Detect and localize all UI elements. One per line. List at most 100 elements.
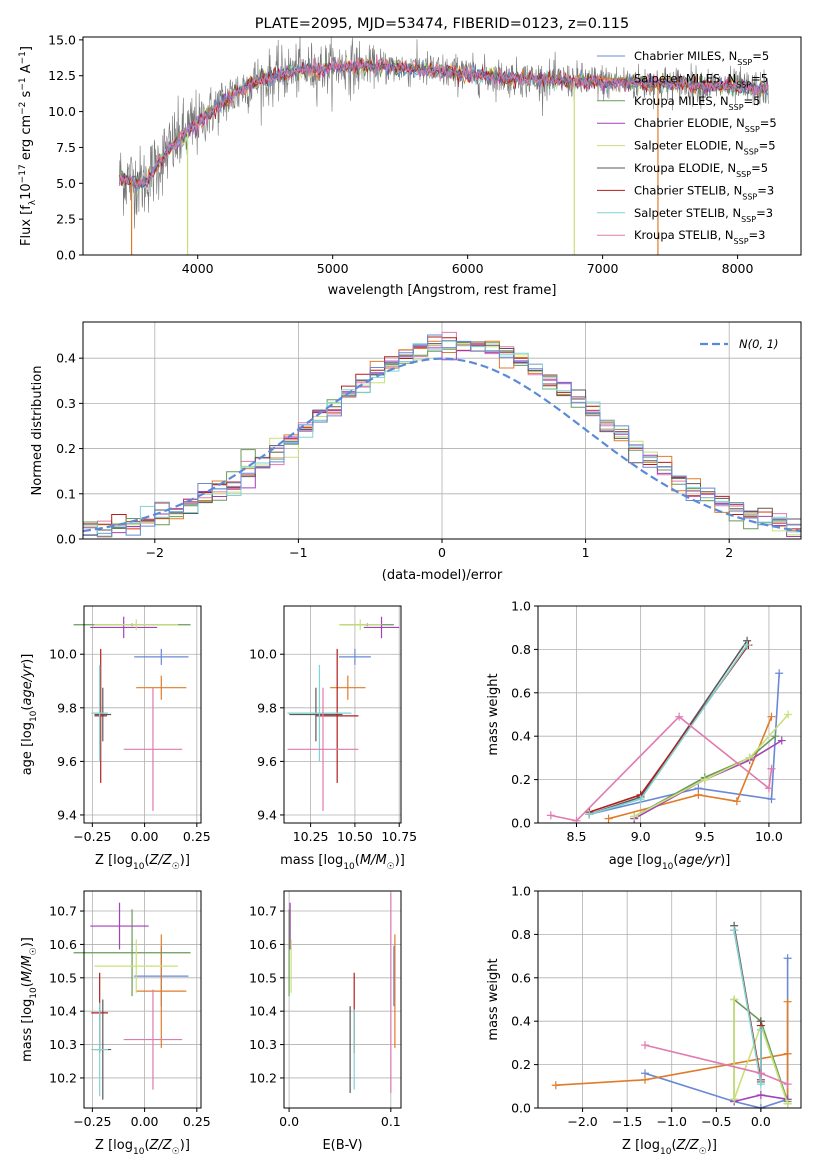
weight-marker xyxy=(771,732,780,741)
weight-marker xyxy=(756,1090,765,1099)
errorbar-point xyxy=(91,664,109,762)
y-tick-label: 0.4 xyxy=(511,1014,531,1029)
weight-marker xyxy=(730,995,739,1004)
weight-line xyxy=(733,999,789,1104)
label-part: log xyxy=(20,722,35,742)
weight-marker xyxy=(767,712,776,721)
legend-text: =3 xyxy=(749,228,766,242)
y-axis-label: Flux [fλ10−17 erg cm−2 s−1 A−1] xyxy=(18,46,38,246)
y-tick-label: 10.0 xyxy=(249,647,277,662)
y-tick-label: 0.1 xyxy=(56,486,76,501)
x-tick-label: 0.0 xyxy=(279,1114,299,1129)
x-axis-label: Z [log10(Z/Z☉)] xyxy=(95,1138,190,1157)
plot-area xyxy=(551,921,792,1112)
y-tick-label: 2.5 xyxy=(56,212,76,227)
weight-marker xyxy=(775,669,784,678)
legend-sub: SSP xyxy=(734,237,749,246)
label-part: )] xyxy=(395,853,405,868)
plot-area xyxy=(287,616,400,811)
label-part: Z [ xyxy=(622,1138,640,1153)
errorbar-point xyxy=(123,687,183,811)
y-axis-label: mass weight xyxy=(486,958,501,1040)
weight-line xyxy=(589,673,780,816)
weight-marker xyxy=(783,1049,792,1058)
label-part: ☉ xyxy=(172,862,180,872)
y-tick-label: 10.2 xyxy=(249,1070,277,1085)
weight-marker xyxy=(730,926,739,935)
weight-line xyxy=(633,735,776,818)
label-part: 10 xyxy=(133,862,145,872)
legend-text: Salpeter ELODIE, N xyxy=(634,139,744,153)
axes-frame xyxy=(537,890,802,1109)
chart-title: PLATE=2095, MJD=53474, FIBERID=0123, z=0… xyxy=(255,16,629,32)
errorbar-points xyxy=(287,616,400,811)
y-tick-label: 0.8 xyxy=(511,642,531,657)
legend-entry: Chabrier ELODIE, NSSP=5 xyxy=(634,116,777,134)
legend-sub: SSP xyxy=(742,192,757,201)
label-part: 10 xyxy=(29,710,39,722)
label-part: 10 xyxy=(660,1147,672,1157)
errorbar-point xyxy=(338,619,382,631)
weight-marker xyxy=(783,1080,792,1089)
errorbar-point xyxy=(90,902,149,950)
weight-line xyxy=(633,739,783,820)
label-part: ( xyxy=(20,706,35,711)
x-tick-label: 2 xyxy=(725,545,733,560)
label-part: Flux [f xyxy=(19,205,34,246)
model-spectrum-line xyxy=(119,58,769,189)
x-tick-label: 0.00 xyxy=(131,829,159,844)
legend-sub: SSP xyxy=(729,102,744,111)
x-axis-label: age [log10(age/yr)] xyxy=(609,853,731,872)
weight-marker xyxy=(636,795,645,804)
y-tick-label: 0.6 xyxy=(511,970,531,985)
y-tick-label: 9.8 xyxy=(57,700,77,715)
y-tick-label: 15.0 xyxy=(48,32,76,47)
y-tick-label: 10.4 xyxy=(249,1004,277,1019)
y-tick-label: 1.0 xyxy=(511,884,531,899)
y-tick-label: 10.0 xyxy=(48,104,76,119)
y-tick-label: 10.5 xyxy=(49,970,77,985)
axes-frame xyxy=(283,890,402,1109)
x-tick-label: 10.0 xyxy=(755,829,783,844)
legend-text: Salpeter MILES, N xyxy=(634,71,736,85)
plot-area xyxy=(73,616,191,811)
label-part: s xyxy=(19,90,34,101)
label-part: 10 xyxy=(662,862,674,872)
y-tick-label: 0.0 xyxy=(511,816,531,831)
x-tick-label: 10.50 xyxy=(337,829,373,844)
errorbar-point xyxy=(287,664,352,762)
y-tick-label: 0.4 xyxy=(56,351,76,366)
weight-marker xyxy=(764,784,773,793)
y-tick-label: 0.2 xyxy=(511,772,531,787)
legend-entry: N(0, 1) xyxy=(739,337,779,351)
label-part: log xyxy=(323,853,343,868)
x-tick-label: −2.0 xyxy=(567,1114,597,1129)
legend-entry: Salpeter MILES, NSSP=5 xyxy=(634,71,768,89)
weight-marker xyxy=(784,710,793,719)
legend-text: Kroupa ELODIE, N xyxy=(634,161,736,175)
errorbar-point xyxy=(94,648,107,783)
x-tick-label: 8.5 xyxy=(567,829,587,844)
legend-entry: Kroupa MILES, NSSP=5 xyxy=(634,94,760,112)
label-part: Z [ xyxy=(95,853,113,868)
weight-marker xyxy=(777,736,786,745)
y-axis-label: Normed distribution xyxy=(30,366,45,496)
errorbar-point xyxy=(123,989,183,1090)
x-tick-label: 10.75 xyxy=(381,829,417,844)
y-tick-label: 10.3 xyxy=(249,1037,277,1052)
weight-line xyxy=(633,713,789,818)
weight-marker xyxy=(640,1075,649,1084)
label-part: ( xyxy=(144,1138,149,1153)
plot-area xyxy=(119,37,769,255)
legend-text: =5 xyxy=(760,116,777,130)
histogram-step xyxy=(83,334,801,539)
label-part: age [ xyxy=(20,742,35,775)
label-part: 10 xyxy=(19,183,34,200)
label-part: λ xyxy=(28,199,38,205)
x-tick-label: 0 xyxy=(438,545,446,560)
y-tick-label: 5.0 xyxy=(56,176,76,191)
label-part: age/yr xyxy=(20,662,35,705)
x-tick-label: −1.0 xyxy=(657,1114,687,1129)
label-part: )] xyxy=(720,853,730,868)
y-tick-label: 10.7 xyxy=(49,904,77,919)
